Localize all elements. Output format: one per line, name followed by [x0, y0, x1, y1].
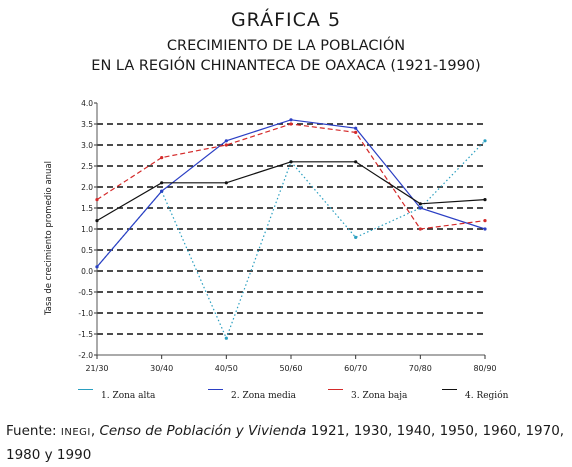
- legend-label: 1. Zona alta: [101, 391, 156, 401]
- series-point: [354, 235, 358, 239]
- series-point: [160, 181, 164, 185]
- line-chart: -2.0 -1.5 -1.0 -0.5 0.0 0.5 1.0 1.5 2.0 2.5 3.0 3.5…: [78, 99, 496, 373]
- chart-subtitle-line-1: CRECIMIENTO DE LA POBLACIÓN: [166, 38, 406, 54]
- y-tick-label: 0.0: [81, 267, 93, 276]
- x-tick-label: 60/70: [344, 364, 367, 373]
- y-tick-label: 3.0: [81, 141, 93, 150]
- source-work: Censo de Población y Vivienda: [99, 423, 307, 439]
- series-lines: [95, 118, 487, 340]
- x-tick-label: 70/80: [409, 364, 432, 373]
- source-note: Fuente: INEGI, Censo de Población y Vivi…: [6, 420, 568, 466]
- legend-swatch: [208, 389, 223, 390]
- series-point: [354, 160, 358, 164]
- gridlines: [97, 123, 485, 335]
- series-point: [483, 198, 487, 202]
- series-point: [289, 122, 293, 126]
- series-point: [418, 206, 422, 210]
- y-tick-label: 1.0: [81, 225, 93, 234]
- x-tick-label: 80/90: [473, 364, 496, 373]
- series-point: [354, 130, 358, 134]
- y-tick-label: 4.0: [81, 99, 93, 108]
- series-point: [418, 227, 422, 231]
- axes: [94, 102, 486, 359]
- series-point: [289, 160, 293, 164]
- series-point: [483, 227, 487, 231]
- x-tick-label: 21/30: [85, 364, 108, 373]
- legend-swatch: [442, 389, 457, 390]
- series-point: [95, 265, 99, 269]
- series-line: [96, 123, 486, 230]
- series-line: [96, 161, 486, 222]
- y-tick-label: 3.5: [81, 120, 93, 129]
- series-point: [224, 139, 228, 143]
- y-tick-labels: -2.0 -1.5 -1.0 -0.5 0.0 0.5 1.0 1.5 2.0 2.5 3.0 3.5…: [78, 99, 93, 360]
- y-tick-label: 1.5: [81, 204, 93, 213]
- series-point: [289, 118, 293, 122]
- legend-label: 3. Zona baja: [351, 391, 408, 401]
- legend-swatch: [328, 389, 343, 390]
- x-tick-label: 30/40: [150, 364, 173, 373]
- series-point: [354, 126, 358, 130]
- x-tick-label: 40/50: [215, 364, 238, 373]
- series-point: [160, 156, 164, 160]
- legend-swatch: [78, 389, 93, 390]
- source-years: 1921, 1930, 1940, 1950, 1960, 1970, 1980…: [6, 423, 565, 463]
- x-tick-label: 50/60: [279, 364, 302, 373]
- series-line: [96, 140, 486, 340]
- y-tick-label: -1.0: [78, 309, 93, 318]
- source-separator: ,: [90, 423, 100, 439]
- legend-label: 4. Región: [465, 391, 509, 401]
- series-point: [224, 143, 228, 147]
- chart-title: GRÁFICA 5: [230, 9, 342, 31]
- y-tick-label: -0.5: [78, 288, 93, 297]
- y-axis-title: Tasa de crecimiento promedio anual: [44, 160, 54, 316]
- y-tick-label: 0.5: [81, 246, 93, 255]
- y-tick-label: 2.0: [81, 183, 93, 192]
- series-point: [418, 202, 422, 206]
- source-org: INEGI: [60, 427, 91, 438]
- chart-subtitle-line-2: EN LA REGIÓN CHINANTECA DE OAXACA (1921-…: [91, 58, 481, 74]
- series-point: [95, 198, 99, 202]
- series-point: [224, 336, 228, 340]
- series-point: [483, 139, 487, 143]
- y-tick-label: 2.5: [81, 162, 93, 171]
- source-prefix: Fuente:: [6, 423, 61, 439]
- legend-label: 2. Zona media: [231, 391, 297, 401]
- x-tick-labels: 21/30 30/40 40/50 50/60 60/70 70/80 80/90: [85, 364, 496, 373]
- series-point: [95, 219, 99, 223]
- series-line: [96, 119, 486, 268]
- series-point: [224, 181, 228, 185]
- y-tick-label: -1.5: [78, 330, 93, 339]
- series-point: [483, 219, 487, 223]
- series-point: [160, 189, 164, 193]
- y-tick-label: -2.0: [78, 351, 93, 360]
